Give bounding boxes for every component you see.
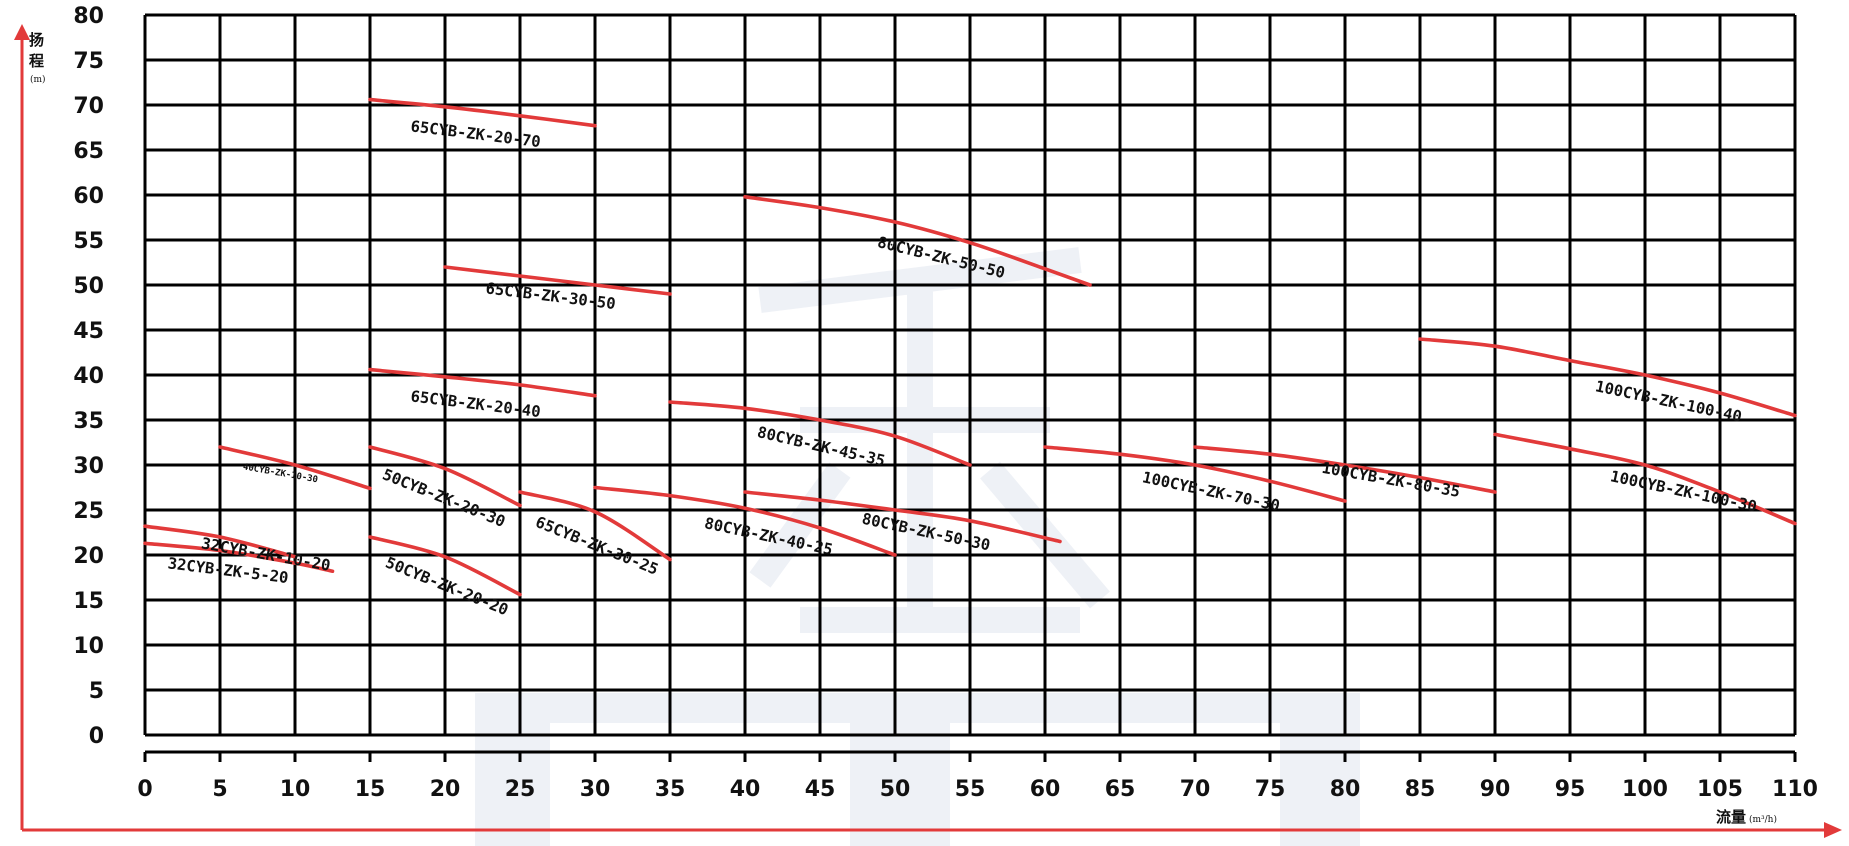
y-tick-label: 70 — [73, 94, 104, 119]
x-tick-label: 100 — [1622, 777, 1668, 802]
y-tick-label: 40 — [73, 364, 104, 389]
curve-label: 50CYB-ZK-20-20 — [383, 554, 511, 620]
y-arrow-head — [14, 24, 30, 40]
x-tick-label: 15 — [355, 777, 386, 802]
grid — [143, 13, 1797, 762]
x-tick-label: 40 — [730, 777, 761, 802]
x-tick-label: 10 — [280, 777, 311, 802]
x-axis-unit: (m³/h) — [1749, 814, 1777, 825]
x-tick-label: 0 — [137, 777, 152, 802]
x-tick-label: 75 — [1255, 777, 1286, 802]
y-tick-label: 50 — [73, 274, 104, 299]
x-tick-label: 5 — [212, 777, 227, 802]
x-tick-label: 25 — [505, 777, 536, 802]
watermark-bar — [475, 693, 1360, 723]
curve-65CYB-ZK-20-40 — [368, 367, 597, 398]
curve-80CYB-ZK-45-35 — [668, 400, 972, 467]
x-tick-label: 55 — [955, 777, 986, 802]
y-tick-label: 10 — [73, 634, 104, 659]
curve-65CYB-ZK-20-70 — [368, 97, 597, 128]
curve-label: 65CYB-ZK-30-25 — [533, 513, 661, 579]
y-tick-label: 30 — [73, 454, 104, 479]
curve-100CYB-ZK-70-30 — [1043, 445, 1347, 503]
y-tick-label: 80 — [73, 4, 104, 29]
x-tick-label: 110 — [1772, 777, 1818, 802]
curve-50CYB-ZK-20-20 — [368, 535, 522, 597]
y-tick-label: 55 — [73, 229, 104, 254]
y-axis-title-char-1: 扬 — [29, 31, 44, 49]
curve-32CYB-ZK-5-20 — [143, 541, 335, 573]
curve-50CYB-ZK-20-30 — [368, 445, 522, 508]
x-tick-label: 80 — [1330, 777, 1361, 802]
y-axis-title-char-2: 程 — [29, 52, 44, 70]
curve-65CYB-ZK-30-50 — [443, 265, 672, 296]
y-tick-label: 45 — [73, 319, 104, 344]
y-tick-label: 75 — [73, 49, 104, 74]
y-tick-label: 0 — [89, 724, 104, 749]
y-tick-label: 65 — [73, 139, 104, 164]
x-tick-label: 20 — [430, 777, 461, 802]
x-tick-label: 30 — [580, 777, 611, 802]
curve-100CYB-ZK-100-40 — [1418, 337, 1797, 418]
axes — [14, 24, 1842, 838]
curve-label: 65CYB-ZK-20-70 — [410, 117, 542, 151]
y-tick-labels: 0 5 10 15 20 25 30 35 40 45 50 55 60 65 70 75 80 — [73, 4, 104, 749]
curves — [143, 97, 1797, 597]
curve-40CYB-ZK-10-30 — [218, 445, 372, 491]
x-tick-label: 45 — [805, 777, 836, 802]
curve-label: 100CYB-ZK-70-30 — [1141, 468, 1282, 515]
curve-80CYB-ZK-50-30 — [743, 490, 1062, 544]
x-tick-label: 90 — [1480, 777, 1511, 802]
x-axis-title: 流量 — [1716, 808, 1746, 826]
x-tick-label: 95 — [1555, 777, 1586, 802]
curve-80CYB-ZK-40-25 — [593, 485, 897, 557]
x-arrow-head — [1824, 822, 1842, 838]
curve-32CYB-ZK-10-20 — [143, 524, 297, 559]
y-tick-label: 15 — [73, 589, 104, 614]
curve-100CYB-ZK-80-35 — [1193, 445, 1497, 494]
y-tick-label: 5 — [89, 679, 104, 704]
x-tick-label: 35 — [655, 777, 686, 802]
x-tick-label: 105 — [1697, 777, 1743, 802]
curve-label: 65CYB-ZK-20-40 — [410, 387, 542, 421]
curve-100CYB-ZK-100-30 — [1493, 432, 1797, 526]
x-tick-label: 65 — [1105, 777, 1136, 802]
x-tick-label: 85 — [1405, 777, 1436, 802]
y-axis-unit: (m) — [30, 74, 46, 85]
curve-65CYB-ZK-30-25 — [518, 490, 672, 562]
x-tick-label: 70 — [1180, 777, 1211, 802]
y-tick-label: 60 — [73, 184, 104, 209]
y-tick-label: 20 — [73, 544, 104, 569]
y-tick-label: 25 — [73, 499, 104, 524]
x-tick-label: 60 — [1030, 777, 1061, 802]
y-tick-label: 35 — [73, 409, 104, 434]
curve-80CYB-ZK-50-50 — [743, 195, 1092, 287]
axis-titles: 扬 程 (m) 流量 (m³/h) — [29, 31, 1777, 826]
x-tick-label: 50 — [880, 777, 911, 802]
x-tick-labels: 0 5 10 15 20 25 30 35 40 45 50 55 60 65 70 75 80 85 90 95 10… — [137, 777, 1818, 802]
